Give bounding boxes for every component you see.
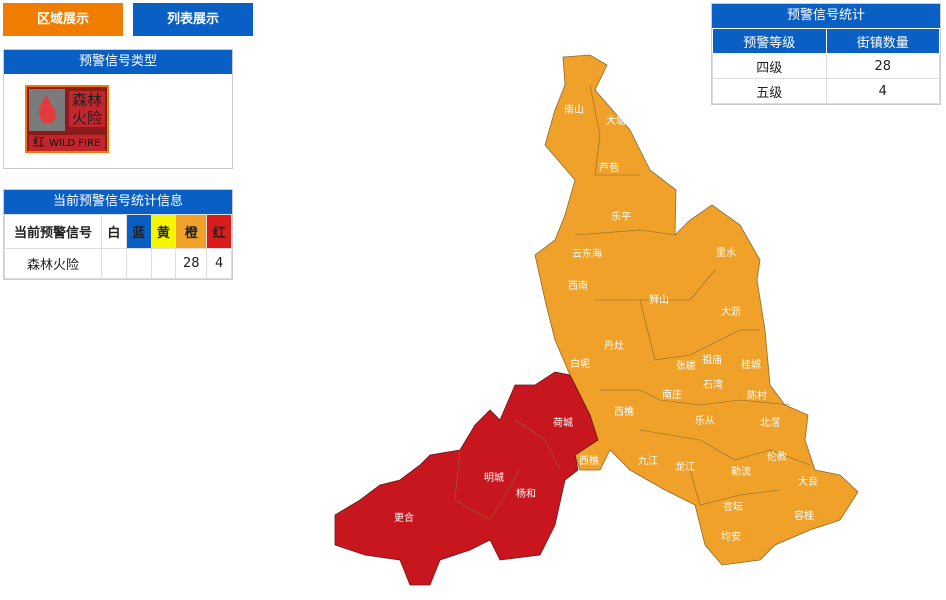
- region-label: 乐平: [611, 211, 631, 223]
- region-label: 芦苞: [599, 161, 619, 174]
- region-label: 西樵: [614, 405, 634, 418]
- region-label: 龙江: [675, 460, 695, 473]
- tab-area[interactable]: 区域展示: [3, 3, 123, 36]
- icon-footer: 红 WILD FIRE: [29, 135, 105, 151]
- icon-flame: [39, 95, 57, 124]
- region-label: 大塘: [606, 114, 626, 127]
- region-label: 均安: [721, 530, 741, 543]
- icon-flame-box: [29, 89, 65, 131]
- region-label: 陈村: [747, 389, 767, 402]
- col-header: 红: [206, 214, 232, 249]
- cell: 五级: [712, 78, 827, 104]
- region-label: 里水: [716, 247, 736, 259]
- region-label: 西樵: [579, 454, 599, 467]
- summary-panel: 预警信号统计 预警等级 街镇数量 四级 28 五级 4: [711, 3, 941, 105]
- icon-name-line: 森林: [71, 91, 102, 109]
- cell: 森林火险: [4, 248, 102, 279]
- region-label: 祖庙: [702, 353, 722, 366]
- region-label: 明城: [484, 472, 504, 484]
- icon-level: 红: [33, 135, 46, 149]
- region-borders: [454, 84, 811, 521]
- region-label: 狮山: [649, 293, 669, 306]
- cell: 4: [206, 248, 232, 279]
- region-label: 丹灶: [604, 339, 624, 352]
- signal-type-panel: 预警信号类型 森林 火险 红 WILD FIRE: [3, 49, 233, 169]
- icon-name: 森林 火险: [69, 91, 105, 127]
- region-label: 容桂: [794, 509, 814, 522]
- stats-table: 当前预警信号 白 蓝 黄 橙 红 森林火险 28 4: [4, 214, 232, 279]
- icon-name-line: 火险: [71, 109, 102, 127]
- region-label: 南庄: [662, 388, 682, 401]
- region-label: 伦教: [767, 450, 787, 463]
- col-header: 黄: [150, 214, 177, 249]
- region-label: 大沥: [721, 305, 741, 318]
- col-header: 白: [101, 214, 127, 249]
- cell: 28: [175, 248, 208, 279]
- cell: 4: [825, 78, 940, 104]
- col-header: 蓝: [125, 214, 152, 249]
- col-header: 预警等级: [712, 28, 827, 54]
- region-label: 九江: [638, 455, 658, 467]
- icon-english: WILD FIRE: [49, 138, 101, 149]
- region-label: 张槎: [676, 359, 696, 372]
- summary-table: 预警等级 街镇数量 四级 28 五级 4: [712, 28, 940, 104]
- stats-panel: 当前预警信号统计信息 当前预警信号 白 蓝 黄 橙 红 森林火险 28 4: [3, 189, 233, 280]
- cell: [150, 248, 177, 279]
- region-label: 南山: [564, 103, 584, 116]
- panel-title: 预警信号统计: [712, 4, 940, 28]
- tab-list[interactable]: 列表展示: [133, 3, 253, 36]
- signal-icon[interactable]: 森林 火险 红 WILD FIRE: [25, 85, 109, 153]
- panel-title: 当前预警信号统计信息: [4, 190, 232, 214]
- region-label: 荷城: [553, 417, 573, 429]
- region-label: 大良: [798, 475, 818, 488]
- region-label: 杨和: [516, 487, 536, 500]
- region-label: 北滘: [760, 417, 780, 429]
- cell: [125, 248, 152, 279]
- region-label: 杏坛: [723, 500, 743, 513]
- region-label: 乐从: [695, 415, 715, 427]
- region-label: 西南: [568, 279, 588, 292]
- col-header: 橙: [175, 214, 208, 249]
- region-orange[interactable]: [534, 54, 859, 566]
- region-label: 桂城: [741, 358, 761, 371]
- region-label: 勒流: [731, 465, 751, 478]
- region-red[interactable]: [334, 371, 599, 586]
- panel-title: 预警信号类型: [4, 50, 232, 74]
- region-label: 白坭: [570, 357, 590, 370]
- region-label: 石湾: [703, 378, 723, 391]
- region-label: 云东海: [572, 247, 602, 260]
- region-label: 更合: [394, 511, 414, 524]
